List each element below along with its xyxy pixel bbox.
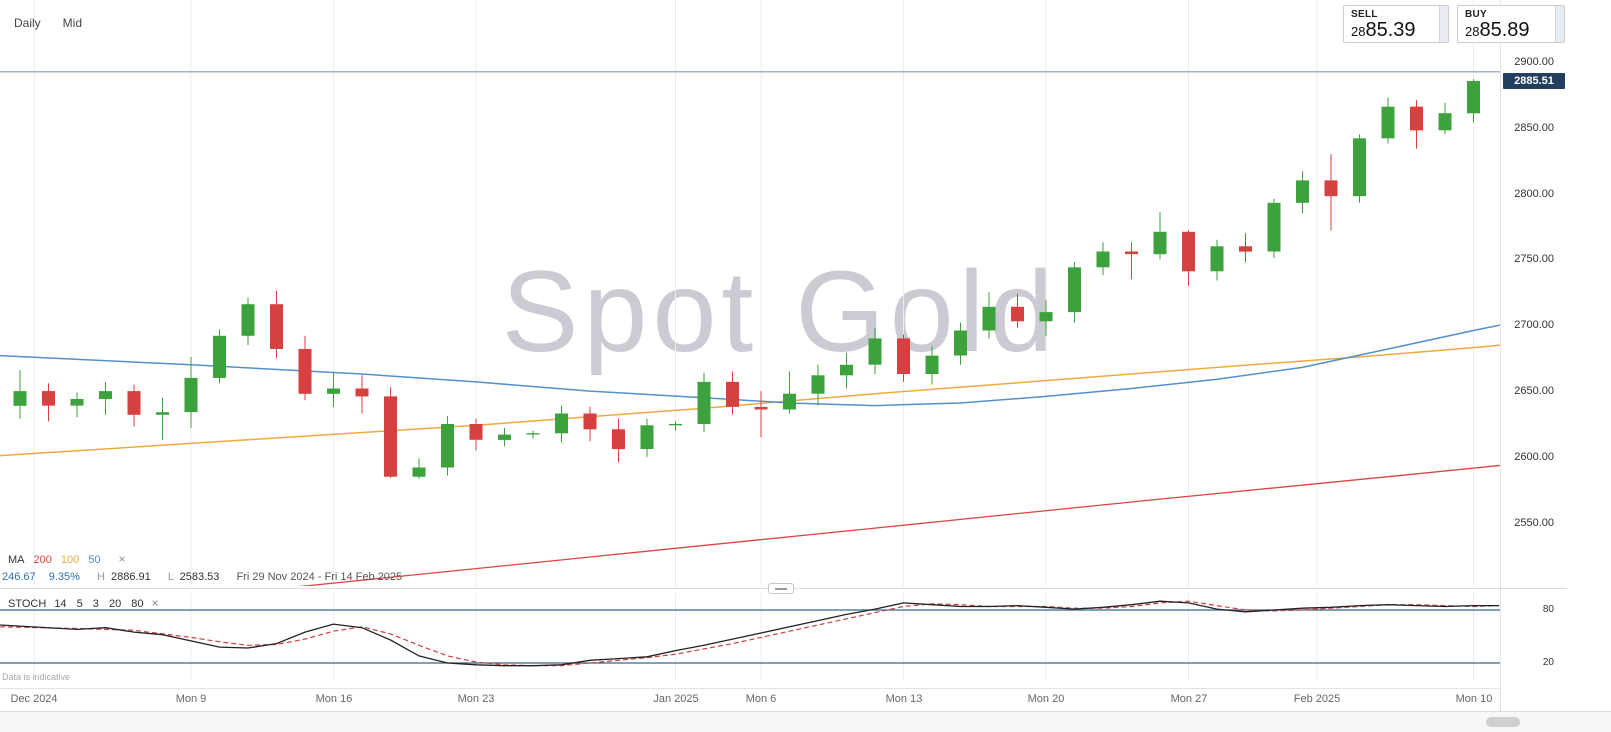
- ma-legend-label: MA: [8, 554, 25, 566]
- chart-toolbar: Daily Mid: [14, 16, 82, 30]
- ma-close-icon[interactable]: ×: [118, 552, 126, 566]
- price-axis-label: 2800.00: [1514, 188, 1554, 200]
- price-axis-label: 2550.00: [1514, 517, 1554, 529]
- sell-quote-box[interactable]: SELL 2885.39: [1343, 5, 1449, 43]
- current-price-badge: 2885.51: [1503, 73, 1565, 89]
- high-value: 2886.91: [111, 571, 151, 583]
- time-axis-label: Mon 16: [315, 693, 353, 705]
- low-value: 2583.53: [179, 571, 220, 583]
- date-range: Fri 29 Nov 2024 - Fri 14 Feb 2025: [236, 571, 403, 583]
- low-label: L: [167, 571, 174, 583]
- sell-price: 2885.39: [1351, 20, 1434, 42]
- time-axis-label: Dec 2024: [10, 693, 58, 705]
- time-axis-label: Mon 27: [1170, 693, 1208, 705]
- range-change-percent: 9.35%: [48, 571, 80, 583]
- price-chart-canvas[interactable]: [0, 0, 1500, 586]
- time-axis-label: Jan 2025: [653, 693, 699, 705]
- buy-quote-box[interactable]: BUY 2885.89: [1457, 5, 1565, 43]
- ma-indicator-legend[interactable]: MA 200 100 50 ×: [8, 552, 125, 566]
- stoch-parameters: 14 5 3 20 80: [54, 598, 144, 610]
- stoch-chart-canvas[interactable]: [0, 593, 1500, 681]
- sell-price-strip: [1439, 6, 1448, 42]
- stoch-close-icon[interactable]: ×: [151, 596, 159, 610]
- stoch-legend-label: STOCH: [8, 598, 47, 610]
- sell-price-prefix: 28: [1351, 24, 1366, 39]
- ma-period-50: 50: [88, 554, 101, 566]
- price-axis-label: 2700.00: [1514, 319, 1554, 331]
- stoch-indicator-legend[interactable]: STOCH 14 5 3 20 80 ×: [8, 596, 159, 610]
- sell-price-main: 85.39: [1365, 19, 1416, 41]
- time-axis[interactable]: Dec 2024 Mon 9 Mon 16 Mon 23 Jan 2025 Mon 6 Mo…: [0, 690, 1567, 710]
- price-axis-label: 2900.00: [1514, 56, 1554, 68]
- price-type-button[interactable]: Mid: [62, 16, 83, 30]
- range-info-bar: 246.67 9.35% H 2886.91 L 2583.53 Fri 29 …: [2, 571, 402, 583]
- time-axis-label: Mon 6: [745, 693, 777, 705]
- pane-resize-handle[interactable]: [768, 583, 794, 594]
- stoch-chart-pane[interactable]: [0, 593, 1500, 681]
- time-axis-label: Mon 20: [1027, 693, 1065, 705]
- ma-period-100: 100: [60, 554, 80, 566]
- time-axis-label: Mon 10: [1455, 693, 1493, 705]
- ma-period-values: 200 100 50: [34, 554, 110, 566]
- price-axis[interactable]: 2885.51 2900.00 2850.00 2800.00 2750.00 2700…: [1500, 0, 1567, 711]
- range-change-value: 246.67: [2, 571, 36, 583]
- timeframe-button[interactable]: Daily: [14, 16, 41, 30]
- high-label: H: [96, 571, 105, 583]
- time-axis-label: Mon 13: [885, 693, 923, 705]
- time-axis-label: Mon 23: [457, 693, 495, 705]
- time-axis-label: Feb 2025: [1293, 693, 1341, 705]
- buy-price-strip: [1555, 6, 1564, 42]
- price-axis-label: 2600.00: [1514, 451, 1554, 463]
- sell-label: SELL: [1351, 9, 1378, 20]
- stoch-axis-label: 80: [1542, 604, 1554, 615]
- buy-price: 2885.89: [1465, 20, 1550, 42]
- ma-period-200: 200: [33, 554, 52, 566]
- buy-price-prefix: 28: [1465, 24, 1480, 39]
- price-axis-label: 2850.00: [1514, 122, 1554, 134]
- axis-separator: [0, 688, 1567, 689]
- price-axis-label: 2750.00: [1514, 253, 1554, 265]
- time-axis-label: Mon 9: [175, 693, 207, 705]
- price-chart-pane[interactable]: [0, 0, 1500, 586]
- price-axis-label: 2650.00: [1514, 385, 1554, 397]
- stoch-axis-label: 20: [1542, 657, 1554, 668]
- buy-label: BUY: [1465, 9, 1488, 20]
- data-indicative-note: Data is indicative: [2, 672, 71, 682]
- buy-price-main: 85.89: [1479, 19, 1530, 41]
- chart-scrollbar-thumb[interactable]: [1486, 717, 1520, 727]
- chart-scrollbar-track[interactable]: [0, 711, 1611, 732]
